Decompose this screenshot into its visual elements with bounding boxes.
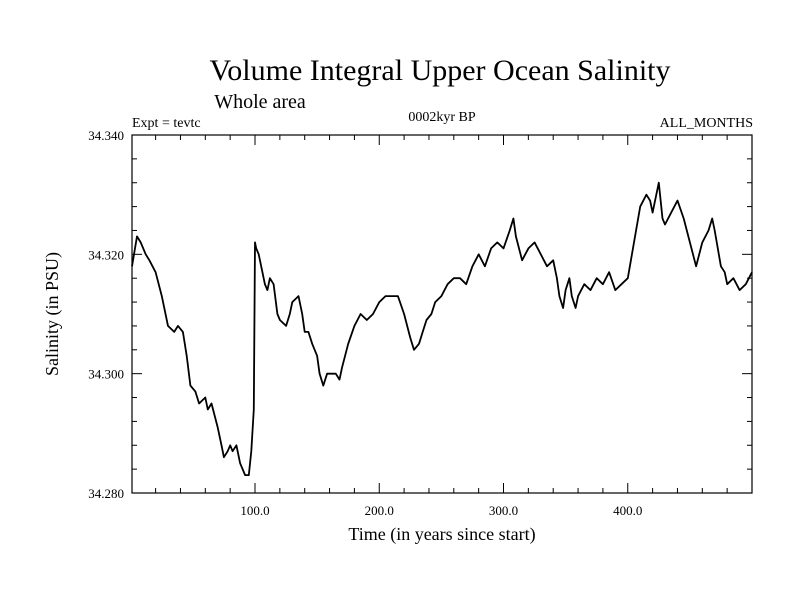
chart-title: Volume Integral Upper Ocean Salinity (210, 54, 671, 87)
period-label: 0002kyr BP (408, 110, 476, 125)
x-tick-label: 100.0 (240, 503, 269, 518)
y-tick-label: 34.320 (88, 247, 124, 262)
x-tick-label: 400.0 (613, 503, 642, 518)
y-tick-label: 34.280 (88, 486, 124, 501)
x-axis-label: Time (in years since start) (348, 524, 535, 545)
y-tick-label: 34.340 (88, 128, 124, 143)
chart-subtitle: Whole area (214, 91, 306, 113)
x-tick-label: 200.0 (365, 503, 394, 518)
x-axis: 100.0 200.0 300.0 400.0 (155, 135, 728, 518)
y-axis-label: Salinity (in PSU) (42, 252, 63, 376)
experiment-label: Expt = tevtc (132, 116, 201, 131)
x-tick-label: 300.0 (489, 503, 518, 518)
months-label: ALL_MONTHS (660, 116, 753, 131)
salinity-series-line (131, 181, 753, 477)
plot-frame (131, 134, 753, 494)
y-tick-label: 34.300 (88, 367, 124, 382)
y-axis: 34.280 34.300 34.320 34.340 (88, 128, 752, 501)
